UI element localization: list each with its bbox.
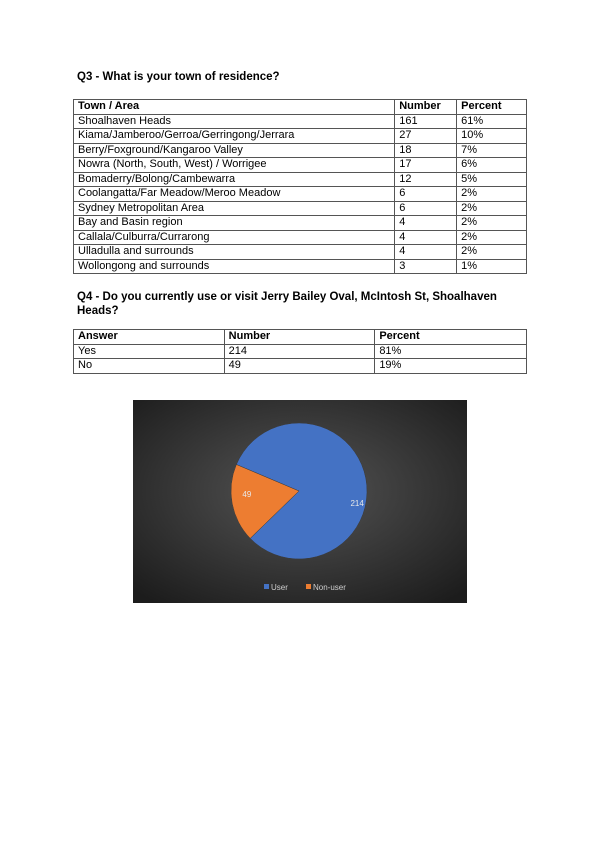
q3-cell-number: 6 (394, 200, 458, 216)
q3-table-row: Bay and Basin region 4 2% (72, 215, 527, 231)
q3-header-percent: Percent (456, 99, 527, 115)
q3-cell-number: 4 (394, 215, 458, 231)
pie-slice-user (236, 422, 368, 560)
q3-cell-number: 12 (394, 171, 458, 187)
q3-cell-town: Nowra (North, South, West) / Worrigee (72, 157, 396, 173)
q3-table-row: Berry/Foxground/Kangaroo Valley 18 7% (72, 142, 527, 158)
q3-header-number: Number (394, 99, 458, 115)
q4-header-number: Number (223, 329, 376, 345)
q3-cell-percent: 2% (456, 244, 527, 260)
q3-cell-percent: 1% (456, 258, 527, 274)
q4-table-row: No 49 19% (73, 358, 527, 374)
q4-heading: Q4 - Do you currently use or visit Jerry… (77, 291, 497, 317)
q3-cell-town: Callala/Culburra/Currarong (72, 229, 396, 245)
q3-cell-percent: 61% (456, 113, 527, 129)
q3-table-row: Sydney Metropolitan Area 6 2% (72, 200, 527, 216)
q3-cell-town: Coolangatta/Far Meadow/Meroo Meadow (72, 186, 396, 202)
q3-table-row: Coolangatta/Far Meadow/Meroo Meadow 6 2% (72, 186, 527, 202)
q3-cell-town: Shoalhaven Heads (72, 113, 396, 129)
q3-cell-number: 18 (394, 142, 458, 158)
q3-cell-percent: 2% (456, 229, 527, 245)
q3-cell-number: 17 (394, 157, 458, 173)
q4-cell-percent: 81% (374, 343, 527, 359)
q3-cell-number: 27 (394, 128, 458, 144)
q3-cell-town: Bomaderry/Bolong/Cambewarra (72, 171, 396, 187)
q4-cell-number: 214 (223, 343, 376, 359)
pie-chart: 214 49 User Non-user (133, 400, 467, 603)
legend-label: User (271, 583, 288, 592)
q3-heading: Q3 - What is your town of residence? (77, 71, 280, 83)
q3-cell-percent: 7% (456, 142, 527, 158)
q3-cell-percent: 5% (456, 171, 527, 187)
q3-table: Town / Area Number Percent Shoalhaven He… (72, 99, 527, 274)
q4-table-row: Yes 214 81% (73, 343, 527, 359)
q3-cell-number: 4 (394, 244, 458, 260)
q3-cell-percent: 10% (456, 128, 527, 144)
q3-table-row: Kiama/Jamberoo/Gerroa/Gerringong/Jerrara… (72, 128, 527, 144)
pie-data-label: 214 (350, 499, 364, 508)
q3-table-row: Callala/Culburra/Currarong 4 2% (72, 229, 527, 245)
q4-cell-percent: 19% (374, 358, 527, 374)
q4-cell-number: 49 (223, 358, 376, 374)
q4-table: Answer Number Percent Yes 214 81% No 49 19% (73, 329, 527, 374)
legend-label: Non-user (313, 583, 346, 592)
q3-cell-number: 3 (394, 258, 458, 274)
q4-header-percent: Percent (374, 329, 527, 345)
q3-table-row: Ulladulla and surrounds 4 2% (72, 244, 527, 260)
q4-header-row: Answer Number Percent (73, 329, 527, 345)
q3-cell-town: Wollongong and surrounds (72, 258, 396, 274)
q3-cell-number: 161 (394, 113, 458, 129)
legend-swatch (306, 584, 311, 589)
legend-swatch (264, 584, 269, 589)
q4-cell-answer: Yes (73, 343, 225, 359)
q3-cell-percent: 2% (456, 215, 527, 231)
q3-cell-town: Ulladulla and surrounds (72, 244, 396, 260)
q3-cell-number: 6 (394, 186, 458, 202)
q3-cell-town: Kiama/Jamberoo/Gerroa/Gerringong/Jerrara (72, 128, 396, 144)
q3-cell-percent: 2% (456, 186, 527, 202)
q3-header-town: Town / Area (72, 99, 396, 115)
q3-table-row: Bomaderry/Bolong/Cambewarra 12 5% (72, 171, 527, 187)
q3-cell-percent: 2% (456, 200, 527, 216)
q3-cell-town: Bay and Basin region (72, 215, 396, 231)
pie-data-label: 49 (242, 490, 251, 499)
q3-header-row: Town / Area Number Percent (72, 99, 527, 115)
q3-cell-town: Berry/Foxground/Kangaroo Valley (72, 142, 396, 158)
q3-table-row: Nowra (North, South, West) / Worrigee 17 6… (72, 157, 527, 173)
q3-cell-percent: 6% (456, 157, 527, 173)
q3-cell-town: Sydney Metropolitan Area (72, 200, 396, 216)
q3-table-row: Wollongong and surrounds 3 1% (72, 258, 527, 274)
pie-slice-non-user (230, 464, 300, 539)
q4-header-answer: Answer (73, 329, 225, 345)
q3-cell-number: 4 (394, 229, 458, 245)
q4-cell-answer: No (73, 358, 225, 374)
q3-table-row: Shoalhaven Heads 161 61% (72, 113, 527, 129)
